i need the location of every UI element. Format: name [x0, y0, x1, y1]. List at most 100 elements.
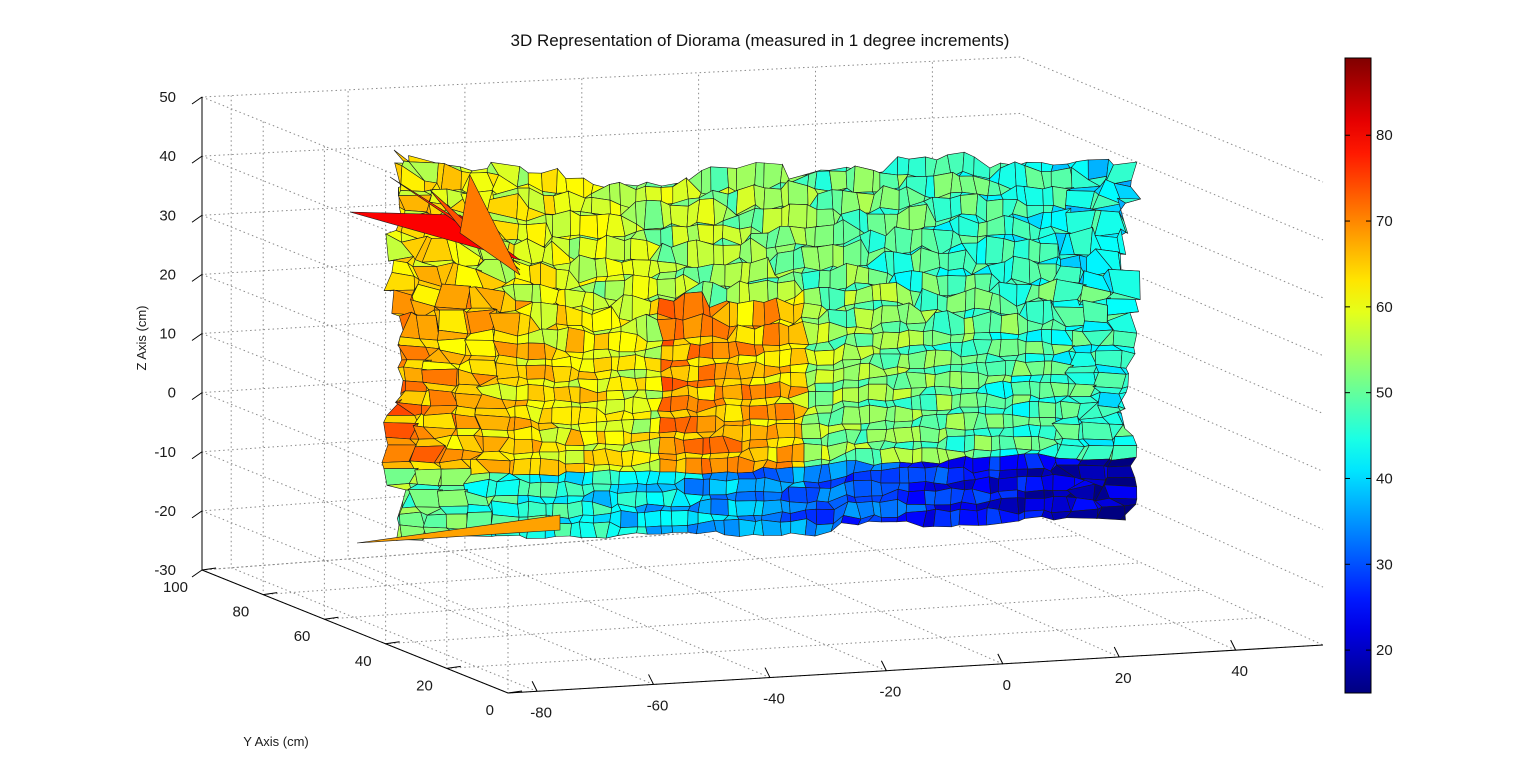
surface-face	[685, 457, 703, 475]
surface-face	[1024, 476, 1045, 493]
surface-face	[749, 384, 766, 400]
surface-face	[583, 330, 596, 353]
surface-face	[1120, 503, 1137, 521]
surface-face	[908, 481, 927, 493]
y-tick-label: 40	[355, 653, 372, 670]
surface-face	[542, 385, 556, 402]
surface-face	[631, 418, 652, 435]
surface-face	[498, 383, 517, 402]
surface-face	[459, 174, 521, 276]
surface-face	[696, 415, 717, 433]
colorbar-tick-label: 70	[1376, 213, 1393, 230]
surface-face	[545, 503, 554, 517]
surface-face	[684, 477, 704, 496]
surface-face	[596, 390, 608, 402]
surface-face	[696, 198, 716, 226]
surface-face	[894, 226, 913, 255]
surface-face	[723, 404, 744, 423]
x-tick-label: -40	[763, 691, 785, 708]
surface-face	[579, 214, 599, 240]
surface-face	[778, 322, 790, 347]
x-tick-label: -80	[530, 704, 552, 721]
surface-face	[556, 167, 568, 194]
surface-face	[525, 364, 546, 380]
surface-face	[999, 454, 1019, 471]
surface-face	[551, 406, 573, 426]
surface-face	[591, 197, 611, 217]
surface-face	[761, 519, 782, 536]
surface-face	[853, 479, 873, 498]
surface-face	[616, 354, 637, 372]
z-tick-label: -20	[154, 503, 176, 520]
surface-face	[909, 270, 923, 293]
surface-face	[1113, 435, 1138, 446]
colorbar-tick-label: 30	[1376, 556, 1393, 573]
surface-face	[592, 469, 612, 485]
surface-face	[780, 499, 791, 514]
surface-face	[682, 437, 704, 455]
surface-face	[766, 437, 779, 449]
surface-face	[853, 165, 875, 193]
surface-face	[933, 349, 952, 367]
surface-face	[1092, 371, 1127, 389]
surface-face	[592, 483, 612, 492]
y-tick-label: 0	[486, 702, 494, 719]
surface-face	[727, 456, 739, 474]
surface-face	[729, 301, 738, 328]
surface-face	[897, 156, 910, 176]
surface-face	[896, 329, 911, 349]
surface-face	[879, 185, 900, 211]
surface-face	[814, 224, 835, 248]
surface-face	[712, 341, 730, 359]
surface-face	[620, 510, 639, 529]
surface-face	[920, 441, 939, 449]
surface-face	[604, 430, 625, 446]
x-tick-label: -20	[880, 684, 902, 701]
surface-face	[999, 338, 1019, 358]
surface-face	[1043, 360, 1053, 376]
surface-face	[790, 372, 808, 388]
surface-face	[660, 376, 674, 392]
surface-face	[790, 518, 808, 536]
surface-face	[422, 513, 447, 529]
surface-face	[1024, 497, 1045, 512]
surface-face	[495, 362, 520, 380]
surface-face	[814, 382, 834, 393]
surface-face	[700, 313, 713, 338]
z-tick-label: 20	[159, 266, 176, 283]
surface-face	[697, 498, 712, 515]
surface-face	[973, 156, 991, 180]
surface-face	[933, 508, 952, 528]
surface-face	[985, 235, 1005, 265]
surface-face	[749, 377, 766, 386]
surface-face	[1012, 436, 1032, 451]
surface-face	[958, 234, 978, 244]
surface-face	[908, 329, 924, 347]
surface-face	[645, 525, 663, 535]
surface-face	[553, 386, 572, 403]
surface-face	[1028, 401, 1040, 418]
surface-face	[564, 462, 586, 474]
surface-face	[539, 481, 559, 498]
surface-face	[1024, 509, 1045, 519]
surface-face	[604, 419, 624, 432]
surface-face	[965, 287, 976, 312]
surface-face	[814, 523, 834, 537]
surface-face	[945, 435, 966, 453]
surface-face	[748, 404, 769, 420]
surface-face	[512, 458, 532, 476]
surface-face	[922, 329, 934, 347]
colorbar-tick-label: 20	[1376, 642, 1393, 659]
z-tick-label: 50	[159, 89, 176, 106]
surface-face	[1000, 312, 1020, 336]
surface-face	[984, 413, 1005, 429]
surface-face	[630, 238, 649, 262]
surface-face	[1002, 413, 1014, 429]
surface-face	[710, 498, 729, 516]
surface-face	[935, 393, 953, 412]
surface-face	[525, 358, 546, 366]
z-tick-label: 40	[159, 148, 176, 165]
surface-face	[527, 384, 546, 402]
surface-face	[469, 168, 488, 174]
